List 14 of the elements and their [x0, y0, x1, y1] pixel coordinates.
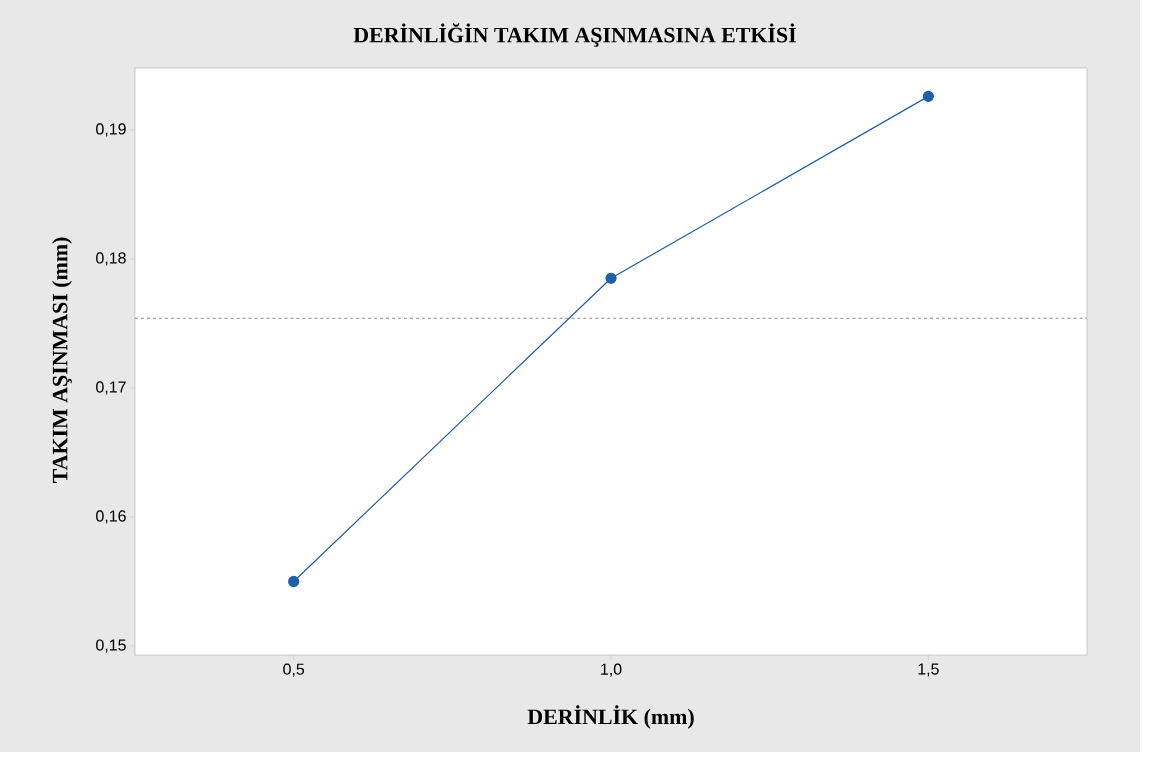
x-axis-title: DERİNLİK (mm): [527, 705, 694, 729]
y-tick-label: 0,15: [96, 639, 126, 653]
x-tick-label: 1,5: [918, 663, 939, 677]
y-axis-title: TAKIM AŞINMASI (mm): [52, 237, 72, 484]
point: [922, 90, 934, 102]
y-tick-label: 0,17: [96, 381, 126, 395]
y-tick-label: 0,16: [96, 510, 126, 524]
x-tick-label: 1,0: [601, 663, 622, 677]
point: [288, 575, 300, 588]
y-tick-label: 0,19: [96, 123, 126, 137]
x-tick-label: 0,5: [283, 663, 305, 677]
point: [605, 272, 617, 284]
chart-title: DERİNLİĞİN TAKIM AŞINMASINA ETKİSİ: [353, 23, 796, 47]
y-tick-label: 0,18: [96, 252, 126, 266]
